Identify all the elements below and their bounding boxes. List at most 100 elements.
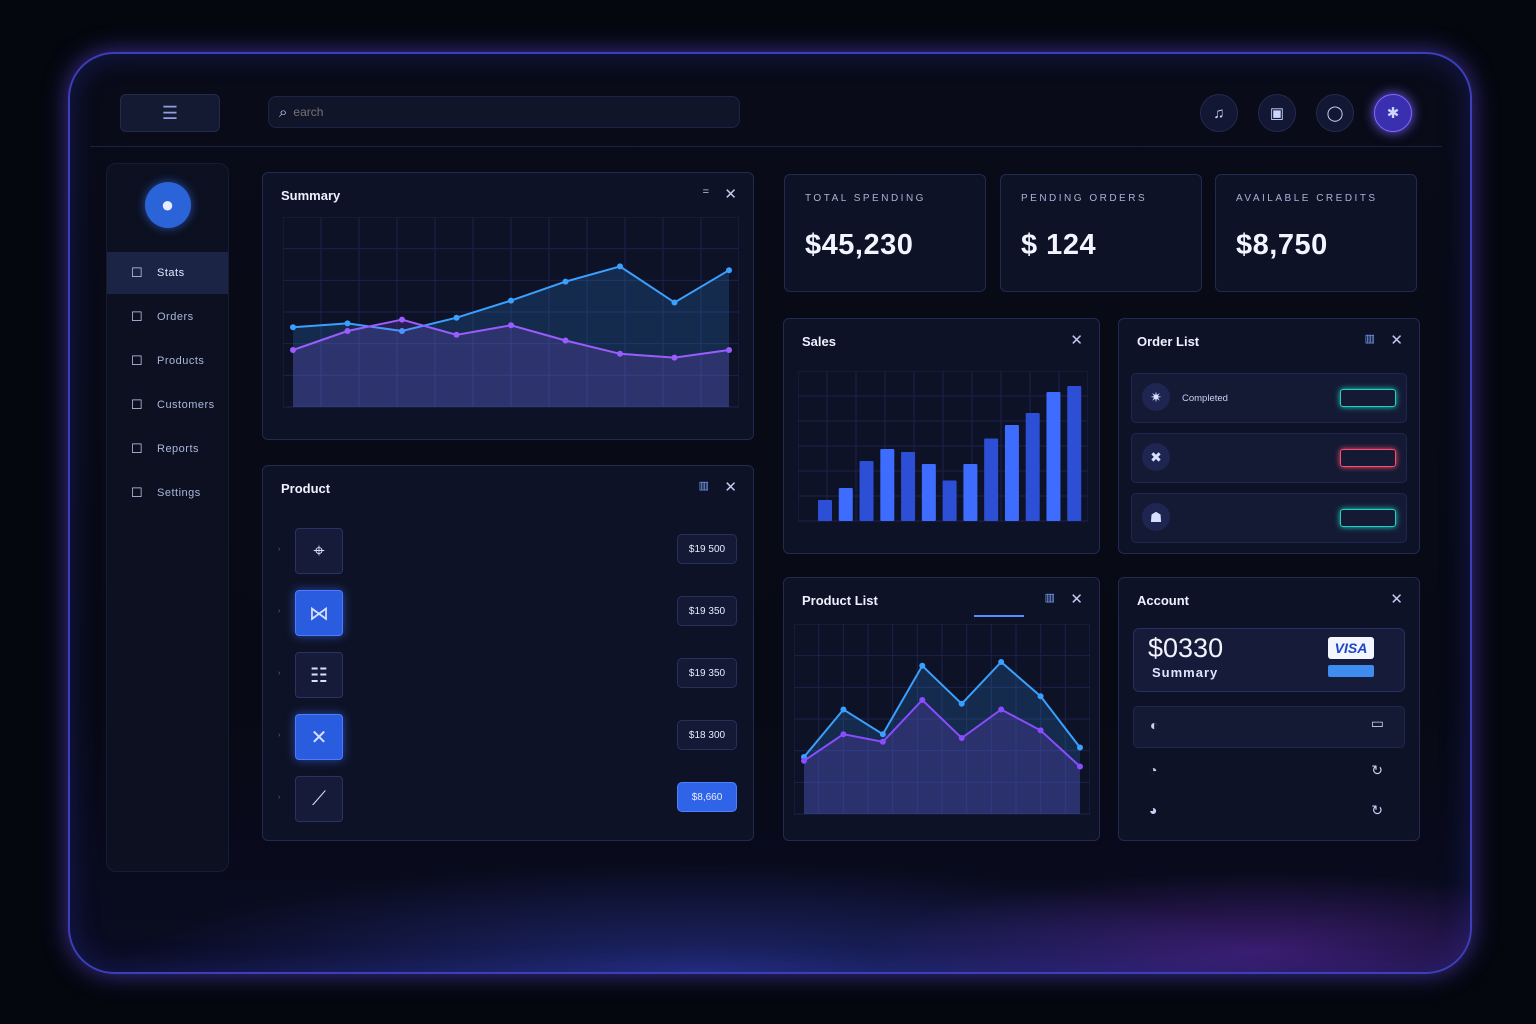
product-row[interactable]: › ✕ $18 300 — [278, 712, 751, 764]
crossed-tools-icon: ✕ — [295, 714, 343, 760]
sidebar-item-customers[interactable]: ☐ Customers — [107, 384, 228, 426]
sidebar-item-label: Settings — [157, 487, 201, 499]
account-title: Account — [1137, 593, 1189, 608]
data-point — [617, 263, 623, 270]
data-point — [998, 706, 1005, 713]
profile-card-icon[interactable]: ▣ — [1258, 94, 1296, 132]
product-row[interactable]: › ⟋ $8,660 — [278, 774, 751, 826]
bar — [880, 449, 895, 521]
close-icon[interactable]: ✕ — [1390, 591, 1403, 608]
stat-label: PENDING ORDERS — [1021, 193, 1148, 204]
search-input[interactable] — [291, 104, 696, 120]
bar — [1067, 386, 1082, 521]
price-button[interactable]: $19 350 — [677, 658, 737, 688]
product-row[interactable]: › ⌖ $19 500 — [278, 526, 751, 578]
products-icon: ☐ — [131, 353, 144, 368]
orders-icon: ☐ — [131, 309, 144, 324]
user-icon[interactable]: ◯ — [1316, 94, 1354, 132]
summary-title: Summary — [281, 188, 341, 203]
customers-icon: ☐ — [131, 397, 144, 412]
avatar[interactable]: ● — [144, 182, 191, 228]
data-point — [344, 320, 351, 327]
price-button[interactable]: $19 500 — [677, 534, 737, 564]
account-row[interactable]: ◕ ↻ — [1133, 792, 1403, 828]
close-icon[interactable]: ✕ — [724, 479, 737, 496]
data-point — [879, 738, 886, 745]
price-button[interactable]: $8,660 — [677, 782, 737, 812]
close-icon[interactable]: ✕ — [1390, 332, 1403, 349]
stat-card[interactable]: AVAILABLE CREDITS $8,750 — [1215, 174, 1417, 292]
data-point — [726, 267, 732, 274]
data-point — [562, 337, 569, 344]
product-row[interactable]: › ☷ $19 350 — [278, 650, 751, 702]
filter-icon[interactable]: ▥ — [1364, 333, 1375, 345]
stat-value: $8,750 — [1236, 229, 1328, 261]
stat-value: $ 124 — [1021, 229, 1097, 261]
sidebar-item-reports[interactable]: ☐ Reports — [107, 428, 228, 470]
data-point — [1037, 693, 1044, 700]
menu-icon: ☰ — [161, 102, 179, 123]
order-row[interactable]: ✖ — [1131, 433, 1407, 483]
sidebar-item-stats[interactable]: ☐ Stats — [107, 252, 228, 294]
bar — [921, 464, 936, 521]
data-point — [508, 322, 514, 329]
stat-value: $45,230 — [805, 229, 914, 261]
account-row[interactable]: ◐ ▭ — [1133, 706, 1405, 748]
stat-label: AVAILABLE CREDITS — [1236, 193, 1378, 204]
data-point — [290, 324, 296, 331]
data-point — [453, 314, 460, 321]
username — [107, 234, 228, 246]
filter-icon[interactable]: ▥ — [698, 480, 709, 492]
data-point — [671, 354, 678, 361]
dashboard-icon: ☐ — [131, 265, 144, 280]
close-icon[interactable]: ✕ — [1070, 591, 1083, 608]
sync-icon[interactable]: ↻ — [1371, 802, 1383, 818]
bar — [1025, 413, 1040, 521]
sidebar-item-products[interactable]: ☐ Products — [107, 340, 228, 382]
status-badge — [1340, 509, 1396, 527]
account-row[interactable]: ◔ ↻ — [1133, 752, 1403, 788]
close-icon[interactable]: ✕ — [1070, 332, 1083, 349]
stat-card[interactable]: TOTAL SPENDING $45,230 — [784, 174, 986, 292]
settings-icon: ☐ — [131, 485, 144, 500]
box-icon: ☷ — [295, 652, 343, 698]
account-amount: $0330 — [1148, 633, 1224, 663]
bar — [859, 461, 874, 521]
product-panel: Product ▥ ✕ › ⌖ $19 500 › ⋈ $19 350 › ☷ $19 350 ›… — [262, 465, 754, 841]
account-balance-card[interactable]: $0330 Summary VISA — [1133, 628, 1405, 692]
notifications-icon[interactable]: ♫ — [1200, 94, 1238, 132]
data-point — [726, 347, 732, 353]
account-panel: Account ✕ $0330 Summary VISA ◐ ▭ ◔ ↻ ◕ ↻ — [1118, 577, 1420, 841]
order-row[interactable]: ☗ — [1131, 493, 1407, 543]
panel-options-icon[interactable]: = — [702, 186, 709, 198]
settings-gear-icon[interactable]: ✱ — [1374, 94, 1412, 132]
data-point — [399, 328, 405, 334]
menu-button[interactable]: ☰ — [120, 94, 220, 132]
price-button[interactable]: $19 350 — [677, 596, 737, 626]
order-list-panel: Order List ▥ ✕ ✷ Completed ✖ ☗ — [1118, 318, 1420, 554]
data-point — [671, 299, 678, 306]
filter-icon[interactable]: ▥ — [1044, 592, 1055, 604]
wallet-icon: ◐ — [1150, 717, 1159, 733]
product-list-panel: Product List ▥ ✕ — [783, 577, 1100, 841]
series-area — [804, 700, 1080, 814]
sidebar-item-settings[interactable]: ☐ Settings — [107, 472, 228, 514]
summary-chart — [283, 217, 739, 408]
sidebar-item-label: Customers — [157, 399, 215, 411]
sync-icon[interactable]: ↻ — [1371, 762, 1383, 778]
bar — [1004, 425, 1019, 521]
tab-indicator — [974, 615, 1024, 617]
sidebar-item-orders[interactable]: ☐ Orders — [107, 296, 228, 338]
sales-panel: Sales ✕ — [783, 318, 1100, 554]
reports-icon: ☐ — [131, 441, 144, 456]
order-row[interactable]: ✷ Completed — [1131, 373, 1407, 423]
account-summary-label: Summary — [1152, 665, 1219, 680]
product-row[interactable]: › ⋈ $19 350 — [278, 588, 751, 640]
sidebar-item-label: Stats — [157, 267, 185, 279]
price-button[interactable]: $18 300 — [677, 720, 737, 750]
close-icon[interactable]: ✕ — [724, 186, 737, 203]
order-status: Completed — [1182, 393, 1228, 404]
search-bar[interactable]: ⌕ — [268, 96, 740, 128]
stat-card[interactable]: PENDING ORDERS $ 124 — [1000, 174, 1202, 292]
series-area — [293, 319, 729, 407]
